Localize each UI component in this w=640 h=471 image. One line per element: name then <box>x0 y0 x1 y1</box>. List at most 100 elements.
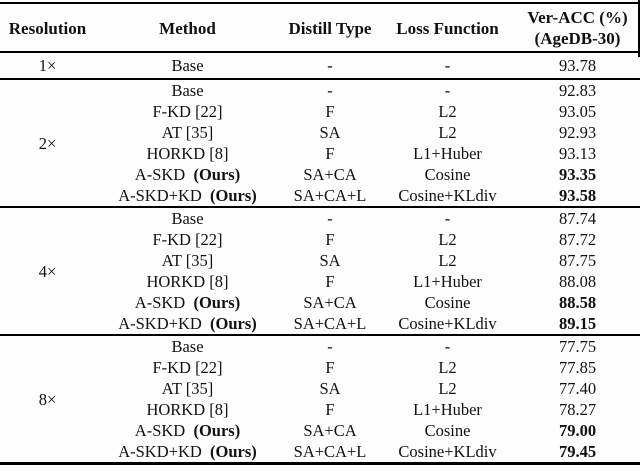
loss-function-cell: L2 <box>438 102 457 121</box>
method-cell: HORKD [8] <box>95 399 280 420</box>
distill-type-cell: SA+CA+L <box>293 442 367 461</box>
accuracy-cell: 93.58 <box>558 186 597 205</box>
loss-function-cell: L2 <box>438 230 457 249</box>
loss-function-cell: L2 <box>438 379 457 398</box>
method-ours-label: (Ours) <box>205 442 257 461</box>
method-name: F-KD [22] <box>152 358 223 377</box>
method-cell: A-SKD+KD (Ours) <box>95 185 280 207</box>
loss-function-cell: Cosine+KLdiv <box>398 442 497 461</box>
distill-type-cell: SA+CA <box>303 293 357 312</box>
table-row: 2× Base - -92.83 <box>0 78 640 207</box>
distill-type-cell: - <box>327 56 333 75</box>
table-row: HORKD [8] F L1+Huber 78.27 <box>0 399 640 420</box>
table-row: HORKD [8] F L1+Huber 93.13 <box>0 143 640 164</box>
accuracy-cell: 87.74 <box>515 206 640 229</box>
header-method: Method <box>95 3 280 53</box>
table-row: A-SKD+KD (Ours) SA+CA+L Cosine+KLdiv 89.15 <box>0 313 640 335</box>
method-cell: Base <box>95 206 280 229</box>
method-name: A-SKD+KD <box>118 314 202 333</box>
accuracy-cell: 88.08 <box>558 272 597 291</box>
method-cell: A-SKD+KD (Ours) <box>95 313 280 335</box>
method-name: Base <box>171 209 204 228</box>
loss-function-cell: L2 <box>438 251 457 270</box>
distill-type-cell: SA+CA+L <box>293 314 367 333</box>
loss-function-cell: L1+Huber <box>413 272 482 291</box>
method-name: HORKD [8] <box>146 272 229 291</box>
accuracy-cell: 92.93 <box>558 123 597 142</box>
accuracy-cell: 89.15 <box>558 314 597 333</box>
table-row: A-SKD+KD (Ours) SA+CA+L Cosine+KLdiv 93.58 <box>0 185 640 207</box>
accuracy-cell: 77.85 <box>558 358 597 377</box>
method-name: A-SKD <box>134 165 186 184</box>
method-cell: F-KD [22] <box>95 101 280 122</box>
method-name: F-KD [22] <box>152 102 223 121</box>
accuracy-cell: 79.00 <box>558 421 597 440</box>
distill-type-cell: SA <box>319 123 341 142</box>
accuracy-cell: 79.45 <box>558 442 597 461</box>
method-name: A-SKD <box>134 421 186 440</box>
loss-function-cell: L2 <box>438 358 457 377</box>
method-name: Base <box>171 56 204 75</box>
table-header: Resolution Method Distill Type Loss Func… <box>0 3 640 53</box>
distill-type-cell: F <box>325 230 335 249</box>
header-distill-type: Distill Type <box>280 3 380 53</box>
method-cell: AT [35] <box>95 122 280 143</box>
method-cell: AT [35] <box>95 250 280 271</box>
method-name: AT [35] <box>161 379 214 398</box>
method-cell: F-KD [22] <box>95 229 280 250</box>
table-row: A-SKD (Ours) SA+CA Cosine 79.00 <box>0 420 640 441</box>
loss-function-cell: - <box>380 206 515 229</box>
distill-type-cell: F <box>325 358 335 377</box>
header-row: Resolution Method Distill Type Loss Func… <box>0 3 640 53</box>
loss-function-cell: Cosine <box>424 165 471 184</box>
method-cell: HORKD [8] <box>95 143 280 164</box>
distill-type-cell: F <box>325 400 335 419</box>
table-row: AT [35] SA L2 92.93 <box>0 122 640 143</box>
header-resolution: Resolution <box>0 3 95 53</box>
accuracy-cell: 87.72 <box>558 230 597 249</box>
loss-function-cell: Cosine <box>424 293 471 312</box>
method-name: Base <box>171 337 204 356</box>
resolution-cell: 1× <box>38 56 57 75</box>
method-name: Base <box>171 81 204 100</box>
method-cell: A-SKD+KD (Ours) <box>95 441 280 464</box>
table-row: AT [35] SA L2 77.40 <box>0 378 640 399</box>
accuracy-cell: 93.35 <box>558 165 597 184</box>
method-name: HORKD [8] <box>146 400 229 419</box>
method-ours-label: (Ours) <box>189 293 241 312</box>
accuracy-cell: 93.13 <box>558 144 597 163</box>
table-row: HORKD [8] F L1+Huber 88.08 <box>0 271 640 292</box>
method-cell: A-SKD (Ours) <box>95 292 280 313</box>
distill-type-cell: SA+CA+L <box>293 186 367 205</box>
method-ours-label: (Ours) <box>205 186 257 205</box>
resolution-cell: 4× <box>0 206 95 335</box>
distill-type-cell: - <box>280 78 380 101</box>
table-row: 1× Base - - 93.78 <box>0 52 640 79</box>
method-ours-label: (Ours) <box>189 165 241 184</box>
loss-function-cell: - <box>380 78 515 101</box>
accuracy-cell: 88.58 <box>558 293 597 312</box>
loss-function-cell: Cosine <box>424 421 471 440</box>
method-name: A-SKD+KD <box>118 186 202 205</box>
method-name: A-SKD+KD <box>118 442 202 461</box>
accuracy-cell: 77.40 <box>558 379 597 398</box>
resolution-cell: 8× <box>0 334 95 464</box>
distill-type-cell: SA+CA <box>303 421 357 440</box>
method-cell: Base <box>95 52 280 79</box>
resolution-cell: 2× <box>0 78 95 207</box>
accuracy-cell: 92.83 <box>515 78 640 101</box>
method-cell: F-KD [22] <box>95 357 280 378</box>
distill-type-cell: SA+CA <box>303 165 357 184</box>
table-row: A-SKD+KD (Ours) SA+CA+L Cosine+KLdiv 79.45 <box>0 441 640 464</box>
distill-type-cell: F <box>325 102 335 121</box>
distill-type-cell: F <box>325 272 335 291</box>
distill-type-cell: - <box>280 334 380 357</box>
header-ver-acc-line1: Ver-ACC (%) <box>527 8 628 27</box>
accuracy-cell: 93.05 <box>558 102 597 121</box>
table-row: 4× Base - -87.74 <box>0 206 640 335</box>
method-name: AT [35] <box>161 123 214 142</box>
method-name: AT [35] <box>161 251 214 270</box>
distill-type-cell: - <box>280 206 380 229</box>
method-cell: Base <box>95 334 280 357</box>
header-ver-acc: Ver-ACC (%) (AgeDB-30) <box>515 3 640 53</box>
